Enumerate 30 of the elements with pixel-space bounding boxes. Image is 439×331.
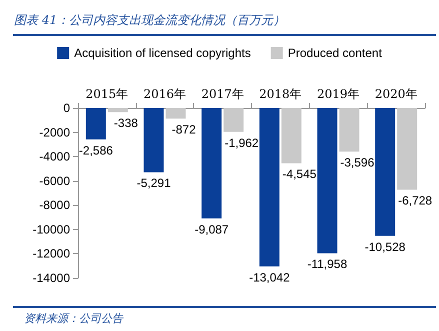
y-tick-label: -10000 <box>32 222 70 236</box>
chart-title: 图表 41：公司内容支出现金流变化情况（百万元） <box>14 12 286 29</box>
data-label: -9,087 <box>194 222 229 236</box>
x-tick-label: 2015年 <box>86 87 128 101</box>
x-tick-label: 2016年 <box>143 87 186 101</box>
y-tick-label: -6000 <box>39 174 70 188</box>
y-tick-label: -14000 <box>32 271 70 285</box>
legend-label: Acquisition of licensed copyrights <box>74 46 251 60</box>
data-label: -1,962 <box>224 136 259 150</box>
data-label: -4,545 <box>282 167 317 182</box>
x-tick-label: 2017年 <box>201 87 244 101</box>
data-label: -3,596 <box>340 156 375 170</box>
text: 资料来源：公司公告 <box>24 311 123 326</box>
y-tick-label: 0 <box>63 101 70 115</box>
y-tick-label: -8000 <box>39 198 70 212</box>
data-label: -5,291 <box>136 176 172 190</box>
x-tick-label: 2020年 <box>374 87 418 101</box>
data-label: -10,528 <box>364 240 406 254</box>
legend-label: Produced content <box>288 46 383 60</box>
data-label: -13,042 <box>249 270 290 284</box>
y-tick-label: -12000 <box>32 246 70 261</box>
data-label: -338 <box>114 116 138 130</box>
x-tick-label: 2018年 <box>259 87 302 101</box>
y-tick-label: -2000 <box>39 125 70 140</box>
data-label: -6,728 <box>398 194 432 208</box>
data-label: -2,586 <box>78 143 114 158</box>
data-label: -11,958 <box>307 257 348 272</box>
x-tick-label: 2019年 <box>316 87 360 101</box>
data-label: -872 <box>172 122 196 137</box>
y-tick-label: -4000 <box>39 150 70 164</box>
